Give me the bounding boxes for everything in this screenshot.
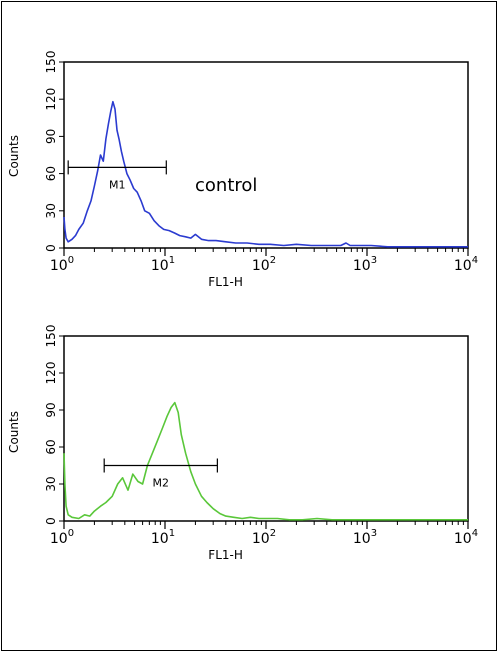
x-axis-label: FL1-H: [208, 548, 243, 562]
x-axis-label: FL1-H: [208, 275, 243, 289]
marker-gate-label: M1: [109, 178, 126, 191]
y-tick-label: 30: [44, 476, 58, 491]
histogram-panel-bottom: 0 30 60 90 120 150 Counts 100 101 102 103 104 FL1-H M…: [7, 325, 478, 562]
y-tick-label: 120: [44, 362, 58, 385]
y-tick-label: 150: [44, 325, 58, 348]
histogram-series-line: [63, 100, 468, 248]
x-tick-label: 104: [454, 255, 478, 274]
x-tick-label: 104: [454, 528, 478, 547]
plot-area-frame: [63, 335, 469, 522]
annotation-text: control: [195, 175, 257, 196]
marker-gate-label: M2: [153, 477, 170, 490]
histogram-series-line: [63, 401, 468, 521]
y-tick-label: 90: [44, 129, 58, 144]
y-axis-label: Counts: [7, 135, 21, 177]
x-tick-label: 100: [50, 528, 74, 547]
y-axis-label: Counts: [7, 411, 21, 453]
x-tick-label: 101: [151, 255, 175, 274]
y-tick-label: 30: [44, 203, 58, 218]
x-tick-label: 103: [353, 255, 377, 274]
x-tick-label: 102: [252, 528, 276, 547]
x-tick-label: 100: [50, 255, 74, 274]
x-tick-label: 103: [353, 528, 377, 547]
x-tick-label: 102: [252, 255, 276, 274]
y-tick-label: 90: [44, 402, 58, 417]
y-tick-label: 120: [44, 88, 58, 111]
plot-area-frame: [63, 61, 469, 249]
y-tick-label: 0: [44, 517, 58, 525]
x-tick-label: 101: [151, 528, 175, 547]
y-tick-label: 150: [44, 51, 58, 74]
histogram-panel-top: 0 30 60 90 120 150 Counts 100 101 102 103 104 FL1-H M…: [7, 51, 478, 289]
y-tick-label: 0: [44, 244, 58, 252]
y-tick-label: 60: [44, 166, 58, 181]
y-tick-label: 60: [44, 439, 58, 454]
